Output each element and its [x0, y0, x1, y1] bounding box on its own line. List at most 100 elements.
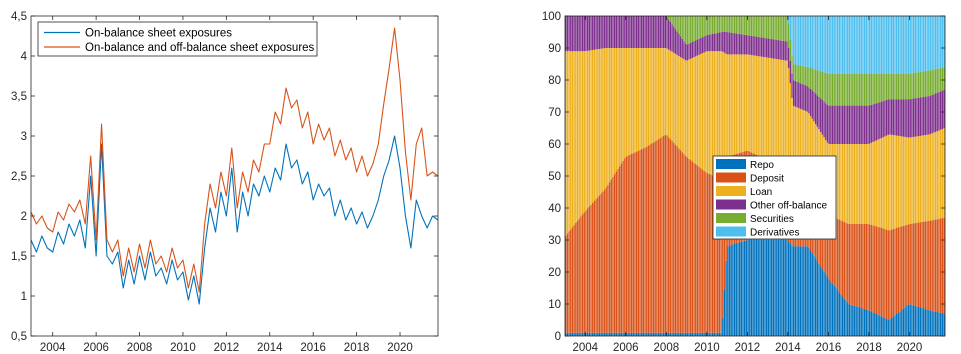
bar-segment-securities: [826, 73, 829, 105]
bar-segment-other-off-balance: [890, 99, 893, 135]
bar-segment-securities: [803, 66, 805, 85]
bar-segment-repo: [573, 332, 575, 336]
bar-segment-loan: [808, 113, 810, 178]
bar-segment-deposit: [914, 223, 916, 306]
bar-segment-deposit: [890, 229, 893, 318]
bar-segment-repo: [887, 319, 889, 336]
bar-segment-securities: [823, 72, 825, 102]
bar-segment-other-off-balance: [581, 16, 584, 52]
bar-segment-loan: [705, 51, 707, 173]
bar-segment-other-off-balance: [769, 38, 771, 58]
bar-segment-deposit: [706, 173, 709, 333]
bar-segment-loan: [722, 51, 724, 176]
bar-segment-securities: [874, 73, 876, 104]
bar-segment-repo: [762, 240, 764, 336]
bar-segment-deposit: [664, 134, 667, 333]
left-y-tick-label: 4: [21, 51, 28, 63]
bar-segment-loan: [630, 48, 633, 154]
bar-segment-securities: [772, 16, 775, 40]
bar-segment-securities: [683, 16, 685, 42]
bar-segment-loan: [772, 58, 775, 163]
bar-segment-other-off-balance: [801, 83, 803, 110]
bar-segment-securities: [897, 73, 900, 100]
bar-segment-repo: [874, 313, 876, 336]
bar-segment-loan: [688, 59, 690, 159]
bar-segment-securities: [853, 73, 856, 106]
bar-segment-deposit: [843, 222, 846, 299]
bar-segment-repo: [931, 310, 933, 336]
bar-segment-other-off-balance: [917, 97, 920, 137]
bar-segment-repo: [713, 332, 715, 336]
bar-segment-loan: [863, 144, 866, 224]
bar-segment-other-off-balance: [855, 105, 857, 144]
bar-segment-derivatives: [796, 16, 798, 65]
bar-segment-other-off-balance: [566, 16, 569, 52]
stacked-bar-chart: 0 10 20 30 40 50 60 70 80 90 100 2004 2006 2008 2010 20…: [542, 11, 946, 354]
bar-segment-repo: [857, 306, 859, 336]
bar-segment-securities: [936, 68, 938, 93]
bar-segment-repo: [610, 332, 612, 336]
bar-segment-repo: [858, 307, 861, 336]
bar-segment-repo: [725, 260, 727, 336]
bar-segment-deposit: [847, 223, 849, 303]
right-x-tick-label: 2016: [816, 342, 842, 354]
bar-segment-loan: [911, 137, 913, 224]
bar-segment-repo: [821, 269, 824, 336]
bar-segment-loan: [924, 135, 927, 222]
bar-segment-repo: [901, 310, 903, 336]
bar-segment-repo: [801, 246, 803, 336]
right-y-tick-label: 100: [542, 11, 561, 23]
bar-segment-other-off-balance: [943, 89, 945, 129]
bar-segment-derivatives: [808, 16, 810, 68]
bar-segment-repo: [830, 281, 832, 336]
bar-segment-deposit: [610, 179, 612, 333]
bar-segment-repo: [647, 332, 650, 336]
bar-segment-other-off-balance: [759, 37, 761, 57]
bar-segment-other-off-balance: [646, 16, 648, 48]
bar-segment-deposit: [669, 139, 672, 333]
left-y-tick-label: 3,5: [11, 91, 27, 103]
bar-segment-securities: [720, 16, 722, 33]
bar-segment-other-off-balance: [607, 16, 609, 48]
bar-segment-securities: [896, 73, 898, 100]
bar-segment-loan: [813, 121, 815, 188]
bar-segment-repo: [759, 240, 761, 336]
bar-segment-loan: [592, 50, 594, 203]
bar-segment-other-off-balance: [941, 90, 943, 130]
bar-segment-securities: [877, 73, 879, 103]
bar-segment-loan: [695, 56, 697, 165]
bar-segment-other-off-balance: [686, 44, 688, 61]
bar-segment-loan: [691, 58, 694, 162]
bar-segment-repo: [730, 245, 732, 336]
bar-segment-loan: [673, 52, 675, 143]
bar-segment-loan: [617, 48, 619, 169]
bar-segment-other-off-balance: [921, 97, 923, 136]
bar-segment-securities: [865, 73, 867, 106]
bar-segment-repo: [865, 309, 867, 336]
bar-segment-loan: [894, 135, 896, 229]
bar-segment-loan: [781, 59, 783, 167]
bar-segment-deposit: [668, 137, 670, 333]
bar-segment-repo: [578, 332, 580, 336]
bar-segment-loan: [892, 135, 895, 230]
bar-segment-repo: [732, 244, 734, 336]
bar-segment-repo: [671, 332, 673, 336]
bar-segment-repo: [860, 308, 862, 336]
bar-segment-loan: [848, 144, 851, 224]
bar-segment-securities: [723, 16, 726, 32]
bar-segment-derivatives: [793, 16, 795, 65]
bar-segment-loan: [933, 132, 935, 220]
bar-segment-loan: [627, 48, 629, 156]
bar-segment-repo: [855, 306, 857, 336]
bar-segment-loan: [583, 51, 585, 213]
bar-segment-deposit: [830, 215, 832, 282]
bar-segment-derivatives: [787, 16, 790, 24]
bar-segment-repo: [924, 309, 927, 336]
bar-segment-securities: [833, 73, 835, 106]
bar-segment-deposit: [592, 202, 594, 333]
bar-segment-loan: [595, 49, 597, 200]
bar-segment-repo: [794, 246, 797, 336]
bar-segment-repo: [666, 332, 668, 336]
bar-segment-deposit: [934, 219, 937, 312]
bar-segment-derivatives: [813, 16, 815, 70]
